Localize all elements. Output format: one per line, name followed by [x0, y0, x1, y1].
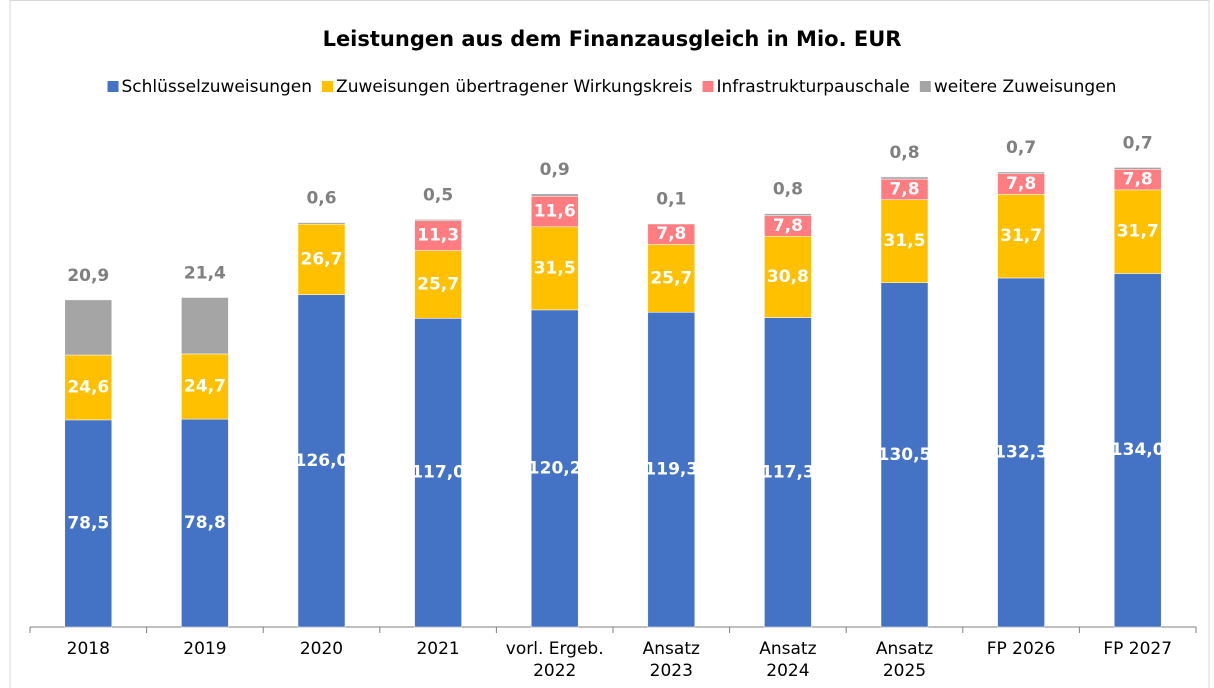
bar-segment	[181, 418, 229, 628]
value-label: 130,5	[878, 445, 932, 465]
value-label: 31,5	[884, 231, 926, 251]
bar-segment	[1113, 273, 1162, 628]
chart-frame	[9, 0, 1210, 688]
x-tick-label: Ansatz 2024	[759, 639, 816, 681]
bar-segment	[530, 195, 579, 228]
value-label: 119,3	[644, 460, 698, 480]
x-tick-label: 2020	[300, 639, 343, 659]
value-label: 0,5	[423, 185, 453, 205]
legend-swatch	[107, 81, 119, 92]
bar-segment	[647, 244, 696, 313]
bar-segment	[414, 219, 462, 221]
value-label: 7,8	[1006, 174, 1036, 194]
value-label: 11,3	[417, 226, 459, 246]
value-label: 0,6	[306, 189, 336, 209]
bar-segment	[880, 199, 929, 283]
x-tick-label: 2021	[416, 639, 459, 659]
bar-segment	[414, 220, 462, 251]
bar-segment	[1113, 189, 1162, 274]
bar-segment	[297, 222, 346, 225]
value-label: 7,8	[889, 179, 919, 199]
value-label: 25,7	[417, 274, 459, 294]
bar-segment	[414, 318, 462, 628]
x-tick-label: vorl. Ergeb. 2022	[506, 639, 604, 681]
value-label: 78,8	[184, 513, 226, 533]
bar-segment	[764, 236, 812, 318]
bar-segment	[880, 176, 929, 180]
value-label: 21,4	[184, 264, 226, 284]
value-label: 134,0	[1111, 440, 1165, 460]
value-label: 24,7	[184, 377, 226, 397]
value-label: 7,8	[773, 216, 803, 236]
bar-segment	[530, 193, 579, 197]
x-tick-label: FP 2026	[987, 639, 1056, 659]
legend-label: Schlüsselzuweisungen	[122, 77, 313, 97]
value-label: 20,9	[67, 266, 109, 286]
value-label: 26,7	[301, 249, 343, 269]
x-tick-label: Ansatz 2025	[876, 639, 933, 681]
value-label: 7,8	[1123, 170, 1153, 190]
legend-swatch	[919, 81, 931, 92]
bar-segment	[414, 250, 462, 319]
value-label: 11,6	[534, 202, 576, 222]
value-label: 132,3	[994, 442, 1048, 462]
bar-segment	[997, 277, 1045, 628]
value-label: 0,8	[773, 180, 803, 200]
bar-segment	[647, 312, 696, 628]
value-label: 0,7	[1123, 133, 1153, 153]
legend-swatch	[322, 81, 334, 92]
value-label: 117,0	[411, 463, 465, 483]
value-label: 0,9	[540, 160, 570, 180]
bar-segment	[997, 194, 1045, 279]
value-label: 7,8	[656, 224, 686, 244]
legend-label: weitere Zuweisungen	[934, 77, 1117, 97]
x-tick-label: 2019	[183, 639, 226, 659]
value-label: 120,2	[528, 458, 582, 478]
bar-segment	[297, 294, 346, 628]
bar-segment	[181, 353, 229, 420]
bar-segment	[880, 282, 929, 628]
legend-label: Zuweisungen übertragener Wirkungskreis	[336, 77, 693, 97]
bar-segment	[181, 297, 229, 355]
value-label: 0,1	[656, 190, 686, 210]
bar-segment	[997, 171, 1045, 175]
legend-swatch	[702, 81, 714, 92]
bar-segment	[64, 419, 113, 628]
legend-label: Infrastrukturpauschale	[717, 77, 910, 97]
bar-segment	[764, 213, 812, 216]
value-label: 78,5	[67, 513, 109, 533]
bar-segment	[764, 317, 812, 628]
chart-title: Leistungen aus dem Finanzausgleich in Mi…	[323, 27, 902, 51]
value-label: 0,7	[1006, 138, 1036, 158]
value-label: 31,7	[1000, 226, 1042, 246]
value-label: 126,0	[295, 451, 349, 471]
x-tick-label: 2018	[67, 639, 110, 659]
bar-segment	[530, 309, 579, 628]
bar-segment	[64, 299, 113, 356]
bar-segment	[297, 223, 346, 295]
x-tick-label: Ansatz 2023	[643, 639, 700, 681]
value-label: 24,6	[67, 377, 109, 397]
value-label: 117,3	[761, 462, 815, 482]
bar-segment	[64, 354, 113, 421]
value-label: 0,8	[889, 143, 919, 163]
value-label: 30,8	[767, 267, 809, 287]
x-tick-label: FP 2027	[1103, 639, 1172, 659]
bar-segment	[1113, 167, 1162, 170]
value-label: 25,7	[650, 268, 692, 288]
value-label: 31,5	[534, 258, 576, 278]
value-label: 31,7	[1117, 222, 1159, 242]
